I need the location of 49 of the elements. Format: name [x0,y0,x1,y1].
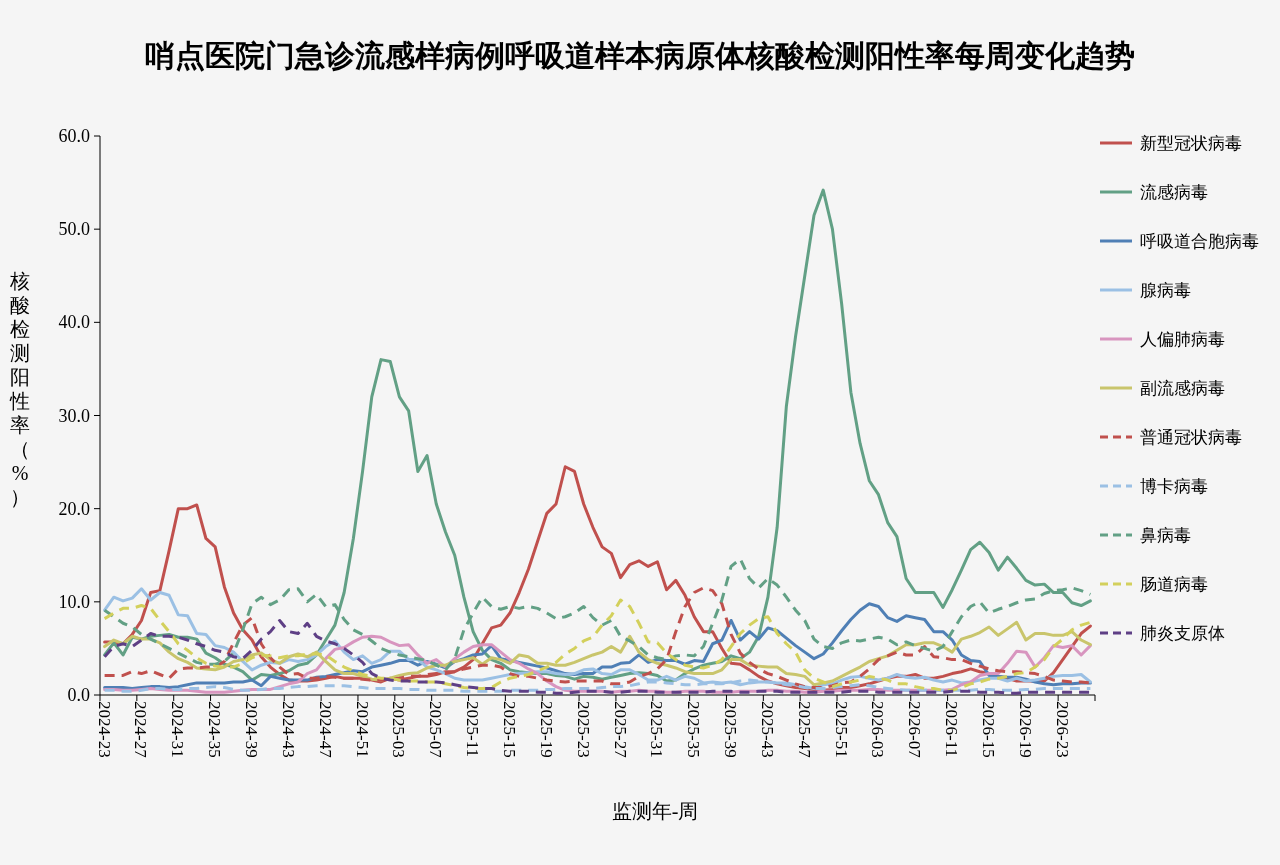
line-series [103,188,1092,683]
x-tick-label: 2025-07 [426,701,446,759]
x-tick-label: 2026-15 [979,701,999,758]
legend-label: 呼吸道合胞病毒 [1140,232,1259,251]
legend-label: 鼻病毒 [1140,526,1191,545]
x-tick-label: 2024-47 [315,701,335,759]
x-tick-label: 2026-11 [942,701,962,758]
x-tick-label: 2025-51 [831,701,851,758]
x-tick-label: 2024-35 [205,701,225,758]
x-tick-label: 2025-23 [573,701,593,758]
x-axis-title: 监测年-周 [611,800,699,822]
x-tick-label: 2025-35 [684,701,704,758]
legend-label: 人偏肺病毒 [1140,330,1225,349]
text: 核酸检测阳性率（%） [10,270,30,508]
y-tick-label: 10.0 [58,591,90,612]
legend-label: 副流感病毒 [1140,379,1225,398]
x-tick-label: 2026-03 [868,701,888,758]
y-tick-label: 30.0 [58,405,90,426]
y-tick-label: 40.0 [58,312,90,333]
y-tick-label: 60.0 [58,126,90,146]
x-tick-label: 2024-27 [131,701,151,759]
x-tick-label: 2025-19 [536,701,556,758]
x-tick-label: 2024-23 [94,701,114,758]
y-tick-label: 0.0 [67,685,90,705]
x-tick-label: 2024-43 [278,701,298,758]
legend-label: 腺病毒 [1140,281,1191,300]
legend-label: 流感病毒 [1140,183,1208,202]
x-tick-label: 2025-15 [499,701,519,758]
x-tick-label: 2025-03 [389,701,409,758]
chart-title: 哨点医院门急诊流感样病例呼吸道样本病原体核酸检测阳性率每周变化趋势 [145,39,1135,72]
y-tick-label: 50.0 [58,219,90,240]
x-tick-label: 2025-31 [647,701,667,758]
legend-label: 肺炎支原体 [1140,624,1225,643]
x-tick-label: 2025-43 [757,701,777,758]
legend-label: 新型冠状病毒 [1140,134,1242,153]
x-tick-label: 2024-39 [242,701,262,758]
x-tick-label: 2026-07 [905,701,925,759]
legend-label: 普通冠状病毒 [1140,428,1242,447]
x-tick-label: 2024-51 [352,701,372,758]
x-tick-label: 2026-23 [1052,701,1072,758]
x-tick-label: 2025-11 [463,701,483,758]
y-tick-label: 20.0 [58,498,90,519]
x-tick-label: 2025-27 [610,701,630,759]
legend-label: 博卡病毒 [1140,477,1208,496]
x-tick-label: 2025-47 [794,701,814,759]
legend-label: 肠道病毒 [1140,575,1208,594]
x-tick-label: 2026-19 [1015,701,1035,758]
x-tick-label: 2024-31 [168,701,188,758]
x-tick-label: 2025-39 [721,701,741,758]
